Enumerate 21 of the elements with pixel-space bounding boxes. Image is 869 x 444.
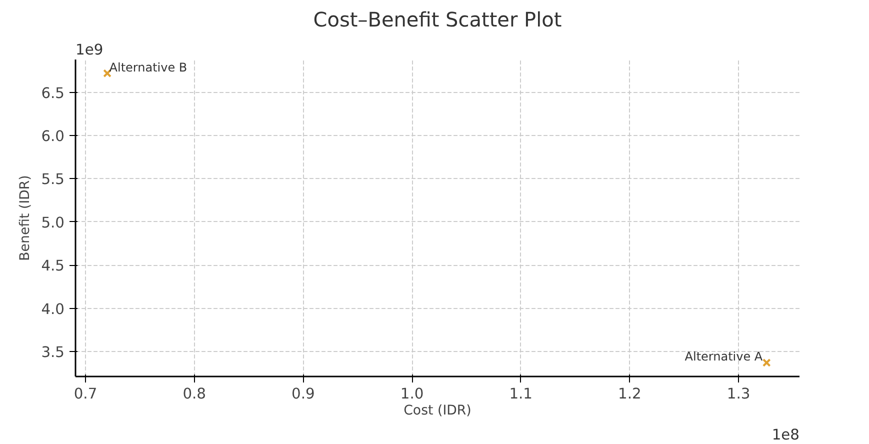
annotation: Alternative A bbox=[684, 350, 764, 364]
y-tick-label: 6.5 bbox=[41, 84, 65, 102]
y-tick-label: 3.5 bbox=[41, 344, 65, 361]
x-tick-label: 0.7 bbox=[74, 386, 98, 402]
y-tick-label: 6.0 bbox=[41, 128, 65, 146]
y-axis-title: Benefit (IDR) bbox=[18, 175, 34, 261]
text: 1e9 bbox=[76, 42, 104, 58]
x-tick-label: 1.2 bbox=[618, 386, 642, 402]
x-tick-label: 1.3 bbox=[726, 386, 750, 402]
y-tick-label: 5.0 bbox=[41, 214, 65, 232]
x-tick-label: 0.9 bbox=[292, 386, 315, 402]
y-tick-label: 4.0 bbox=[41, 300, 65, 318]
x-tick-label: 0.8 bbox=[182, 386, 206, 402]
x-tick-label: 1.1 bbox=[509, 386, 533, 402]
x-tick-label: 1.0 bbox=[400, 386, 424, 402]
chart-title: Cost–Benefit Scatter Plot bbox=[313, 8, 562, 32]
x-axis-title: Cost (IDR) bbox=[404, 404, 472, 418]
text: 1e8 bbox=[772, 426, 800, 444]
y-tick-label: 4.5 bbox=[41, 258, 65, 275]
annotation: Alternative B bbox=[109, 60, 188, 74]
y-tick-label: 5.5 bbox=[41, 171, 65, 188]
